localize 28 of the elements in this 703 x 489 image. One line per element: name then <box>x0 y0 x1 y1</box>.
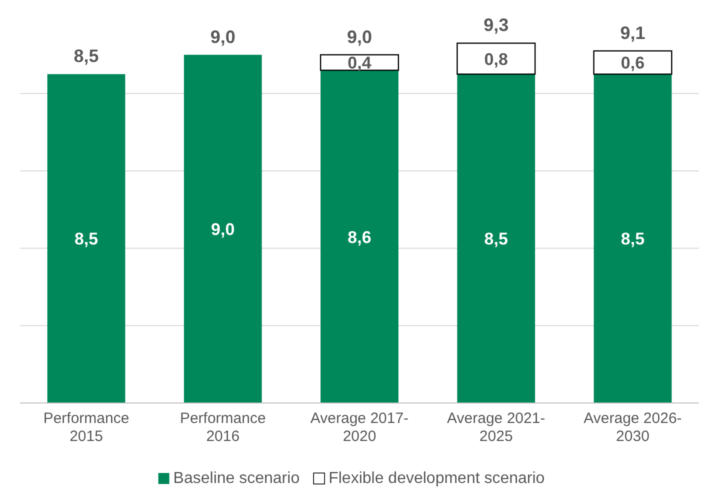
total-label: 9,0 <box>210 26 236 47</box>
data-label: 9,0 <box>211 220 235 240</box>
x-tick-label: Average 2021-2025 <box>447 410 546 445</box>
data-label: 8,5 <box>620 230 645 249</box>
data-label: 0,4 <box>348 54 372 73</box>
total-label: 9,0 <box>346 26 372 47</box>
x-tick-label: Performance 2016 <box>180 410 266 445</box>
bar <box>594 74 672 403</box>
bar <box>457 74 536 403</box>
bar <box>593 50 672 75</box>
bar <box>320 54 400 71</box>
x-tick-label: Average 2017-2020 <box>310 410 409 445</box>
total-label: 9,1 <box>620 22 646 43</box>
data-label: 0,6 <box>620 54 645 73</box>
data-label: 8,6 <box>348 228 372 247</box>
bar <box>456 42 536 75</box>
total-label: 8,5 <box>74 46 99 66</box>
bar <box>184 54 262 403</box>
data-label: 0,8 <box>484 50 508 69</box>
data-label: 8,5 <box>74 230 98 249</box>
legend-label: Flexible development scenario <box>328 470 545 487</box>
bar <box>47 74 126 403</box>
bar <box>320 70 398 403</box>
data-label: 8,5 <box>484 230 508 249</box>
legend-label: Baseline scenario <box>173 470 300 487</box>
x-tick-label: Performance 2015 <box>43 410 130 445</box>
x-tick-label: Average 2026-2030 <box>584 410 682 445</box>
total-label: 9,3 <box>484 15 509 36</box>
